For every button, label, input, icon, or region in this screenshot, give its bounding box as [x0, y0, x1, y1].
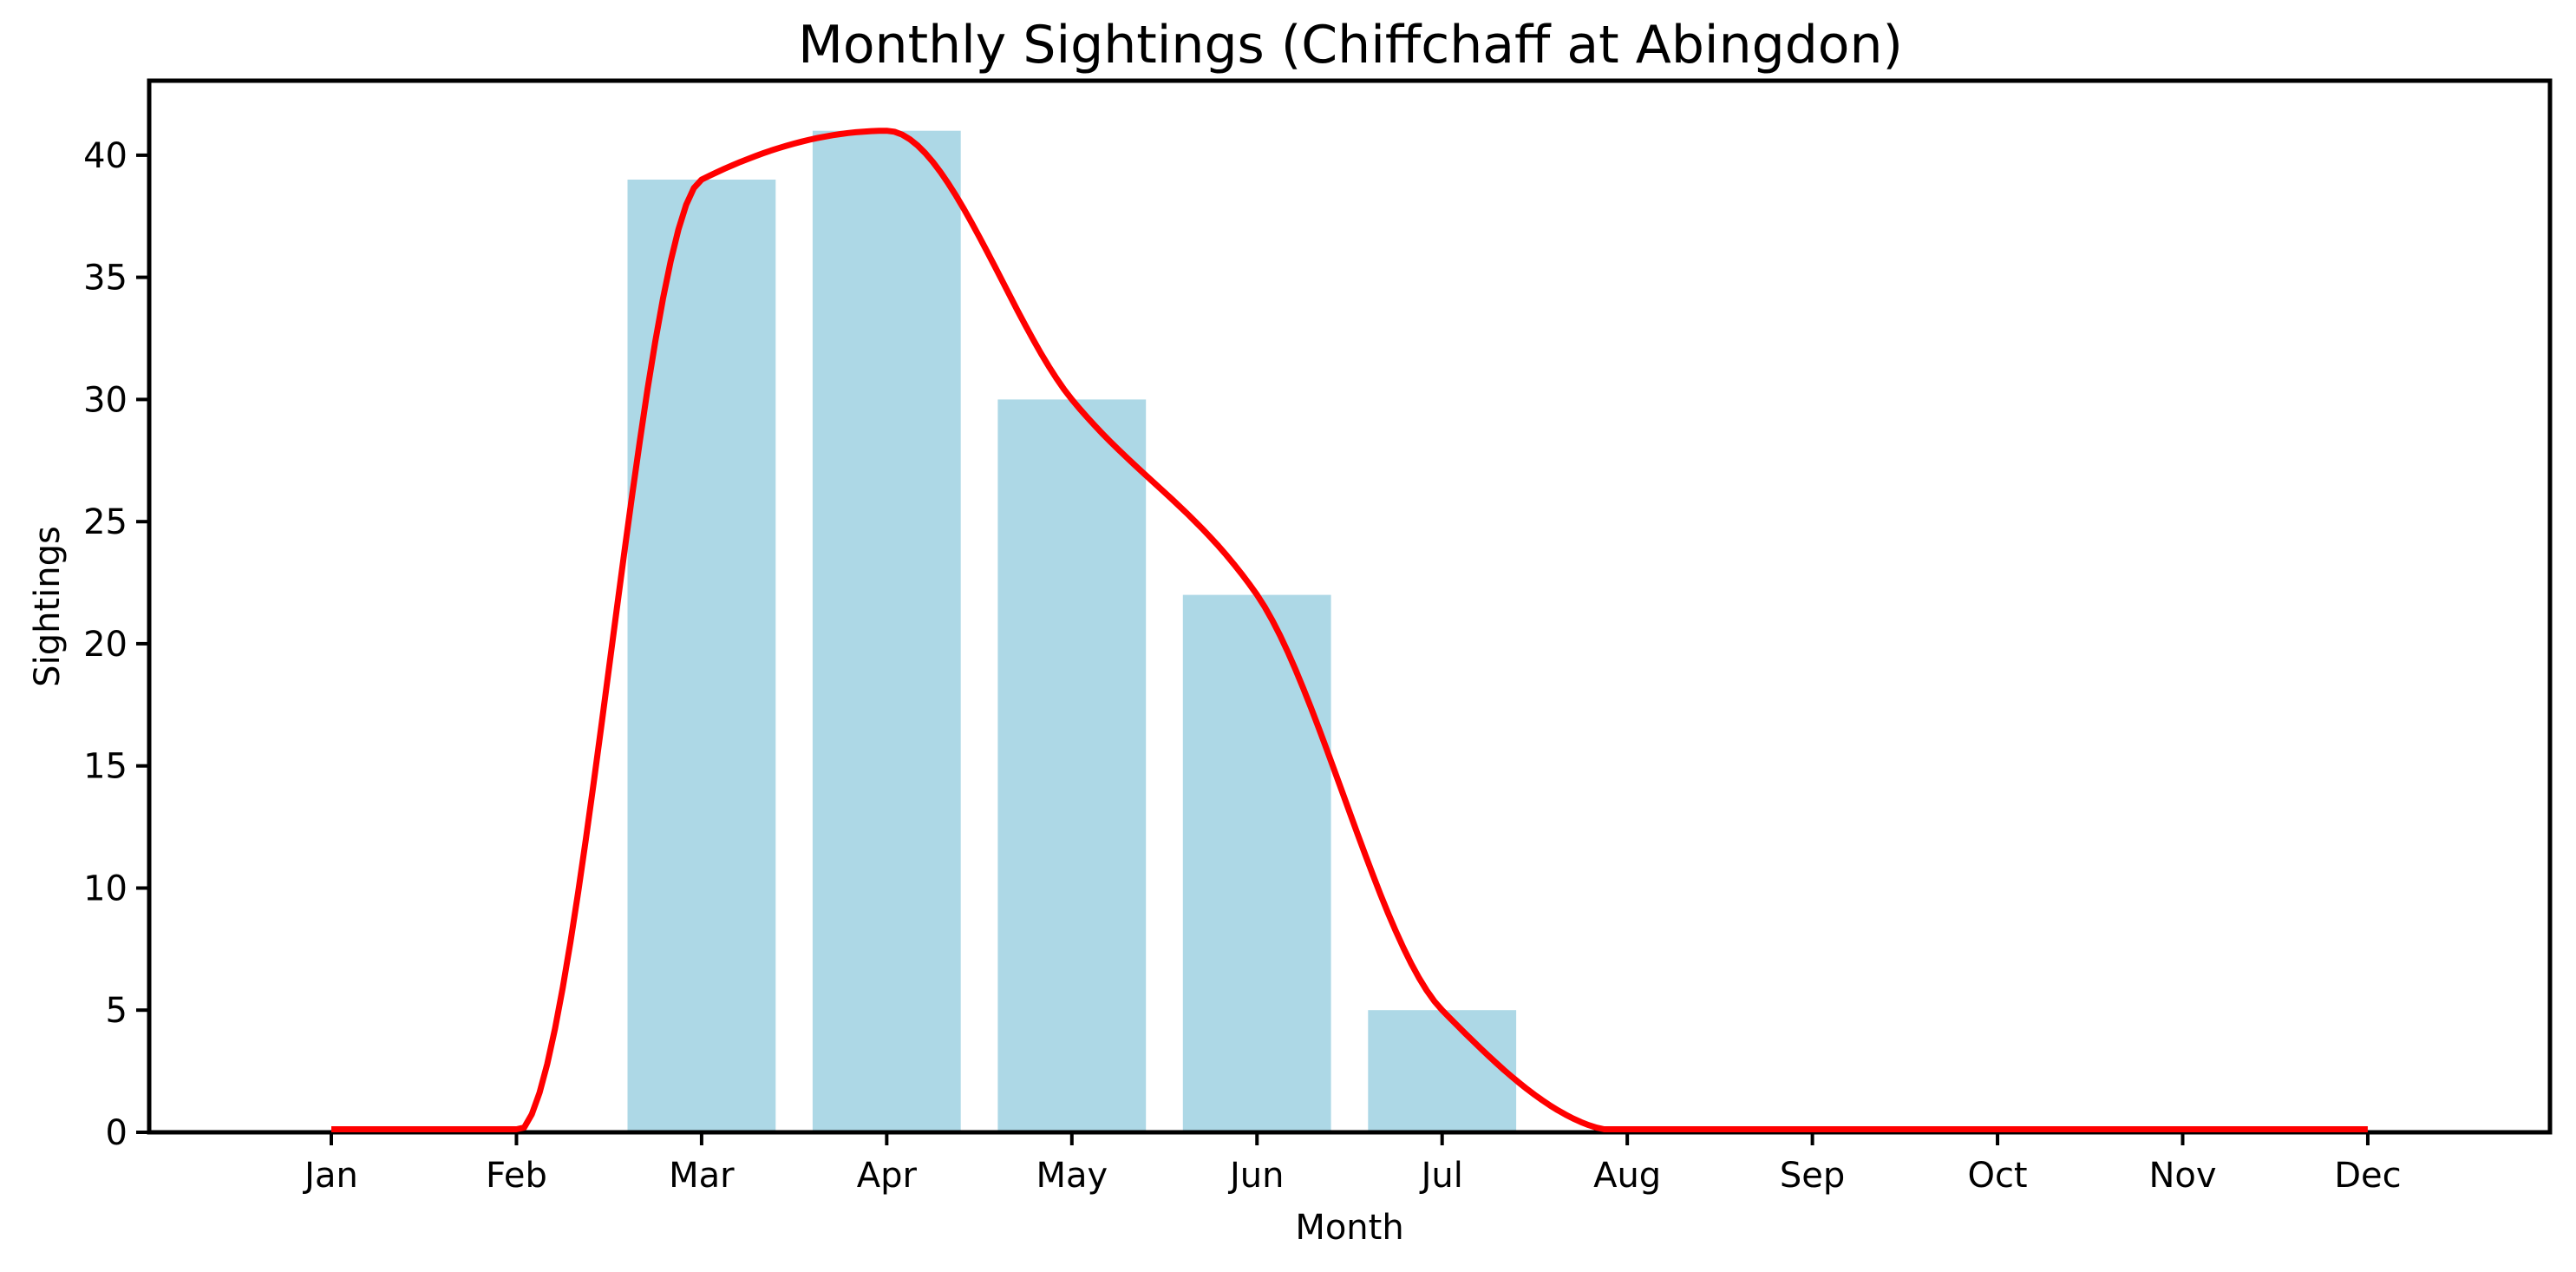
- y-tick-label-5: 5: [106, 991, 127, 1031]
- y-tick-label-0: 0: [106, 1113, 127, 1153]
- x-tick-label-apr: Apr: [857, 1156, 918, 1196]
- y-tick-label-35: 35: [83, 259, 127, 298]
- y-tick-label-15: 15: [83, 747, 127, 787]
- y-tick-label-10: 10: [83, 869, 127, 909]
- x-tick-label-mar: Mar: [669, 1156, 735, 1196]
- x-tick-label-jan: Jan: [302, 1156, 358, 1196]
- x-tick-label-aug: Aug: [1593, 1156, 1661, 1196]
- bar-jun: [1182, 594, 1331, 1132]
- y-tick-label-25: 25: [83, 502, 127, 542]
- x-tick-label-sep: Sep: [1780, 1156, 1845, 1196]
- bar-mar: [627, 180, 776, 1132]
- plot-spines: [147, 78, 2553, 1135]
- y-axis-label: Sightings: [28, 526, 68, 687]
- x-tick-label-jul: Jul: [1419, 1156, 1463, 1196]
- y-tick-label-30: 30: [83, 380, 127, 420]
- x-tick-label-jun: Jun: [1227, 1156, 1285, 1196]
- y-tick-label-20: 20: [83, 625, 127, 665]
- bar-apr: [812, 130, 961, 1133]
- x-tick-label-oct: Oct: [1967, 1156, 2027, 1196]
- x-tick-label-nov: Nov: [2148, 1156, 2216, 1196]
- x-tick-label-dec: Dec: [2334, 1156, 2401, 1196]
- plot-area: Jan Feb Mar Apr May Jun Jul Aug Sep Oct Nov Dec 0 5 10…: [83, 78, 2553, 1196]
- bar-may: [997, 399, 1147, 1132]
- x-axis-label: Month: [1295, 1208, 1403, 1248]
- y-tick-label-40: 40: [83, 136, 127, 176]
- trend-line: [331, 128, 2368, 1132]
- x-tick-label-feb: Feb: [486, 1156, 547, 1196]
- chart-title: Monthly Sightings (Chiffchaff at Abingdo…: [798, 15, 1903, 75]
- x-tick-label-may: May: [1036, 1156, 1108, 1196]
- bar-jul: [1368, 1010, 1517, 1132]
